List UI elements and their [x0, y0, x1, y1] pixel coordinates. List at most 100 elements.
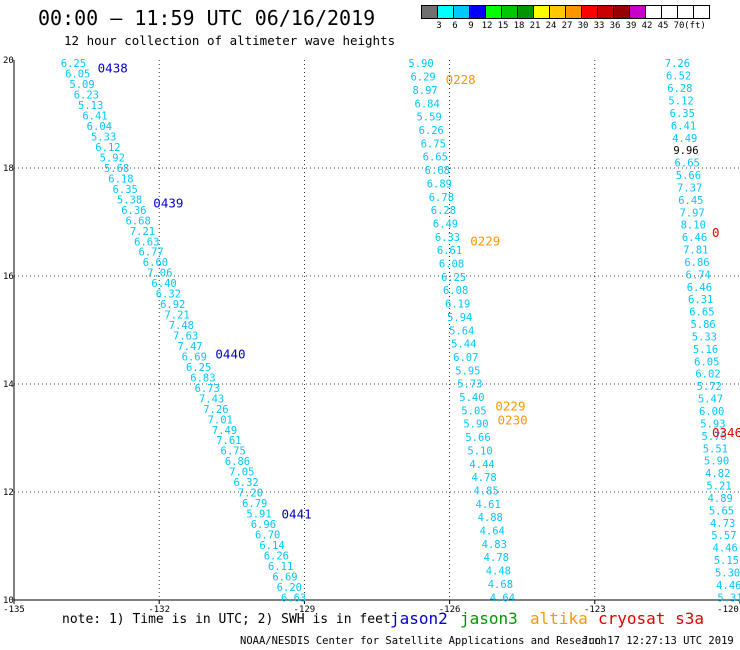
- wave-height-label: 5.13: [78, 100, 103, 112]
- wave-height-label: 5.47: [698, 394, 723, 406]
- wave-height-label: 6.33: [435, 232, 460, 244]
- wave-height-label: 5.90: [408, 58, 433, 70]
- color-scale-label: 45: [657, 21, 669, 31]
- color-scale-label: 6: [452, 21, 458, 31]
- wave-height-label: 5.93: [700, 418, 725, 430]
- wave-height-label: 6.96: [251, 519, 276, 531]
- wave-height-label: 6.41: [82, 111, 107, 123]
- wave-height-label: 6.63: [281, 592, 306, 604]
- wave-height-label: 6.35: [670, 108, 695, 120]
- wave-height-label: 7.49: [212, 425, 237, 437]
- wave-height-label: 5.30: [715, 567, 740, 579]
- wave-height-label: 6.84: [415, 98, 440, 110]
- wave-height-label: 6.18: [108, 173, 133, 185]
- color-scale-label: 27: [561, 21, 573, 31]
- wave-height-label: 5.05: [461, 405, 486, 417]
- wave-height-label: 7.06: [147, 268, 172, 280]
- wave-height-label: 5.90: [704, 456, 729, 468]
- wave-height-label: 4.68: [488, 579, 513, 591]
- wave-height-label: 6.70: [255, 529, 280, 541]
- pass-time-label: 0439: [153, 196, 183, 211]
- wave-height-label: 4.61: [476, 499, 501, 511]
- wave-height-label: 7.20: [238, 488, 263, 500]
- wave-height-label: 7.05: [229, 467, 254, 479]
- wave-height-label: 5.10: [467, 445, 492, 457]
- wave-height-label: 6.08: [439, 259, 464, 271]
- wave-height-label: 4.64: [480, 526, 505, 538]
- wave-height-label: 6.35: [113, 184, 138, 196]
- wave-height-label: 4.78: [484, 552, 509, 564]
- wave-height-label: 7.37: [677, 182, 702, 194]
- longitude-label: -120: [717, 605, 739, 615]
- wave-height-label: 6.02: [695, 369, 720, 381]
- wave-height-label: 4.82: [705, 468, 730, 480]
- color-scale-label: 33: [593, 21, 605, 31]
- wave-height-label: 6.23: [74, 90, 99, 102]
- wave-height-label: 4.85: [474, 485, 499, 497]
- latitude-label: 20: [3, 56, 14, 66]
- wave-height-label: 6.29: [410, 72, 435, 84]
- color-scale-label: 9: [468, 21, 474, 31]
- wave-height-label: 4.78: [471, 472, 496, 484]
- wave-height-label: 6.69: [272, 571, 297, 583]
- longitude-label: -132: [148, 605, 170, 615]
- wave-height-label: 4.73: [710, 518, 735, 530]
- color-swatch: [693, 5, 710, 19]
- footnote: note: 1) Time is in UTC; 2) SWH is in fe…: [62, 612, 391, 627]
- wave-height-label: 7.61: [216, 435, 241, 447]
- latitude-label: 12: [3, 488, 14, 498]
- wave-height-label: 6.89: [427, 178, 452, 190]
- wave-height-label: 6.05: [65, 69, 90, 81]
- wave-height-label: 7.21: [164, 310, 189, 322]
- wave-height-label: 5.15: [714, 555, 739, 567]
- wave-height-label: 6.61: [437, 245, 462, 257]
- legend-item: altika: [530, 609, 588, 628]
- wave-height-label: 6.41: [671, 120, 696, 132]
- wave-height-label: 8.97: [412, 85, 437, 97]
- page-subtitle: 12 hour collection of altimeter wave hei…: [64, 33, 396, 48]
- wave-height-label: 5.86: [690, 319, 715, 331]
- wave-height-label: 4.49: [672, 133, 697, 145]
- wave-height-label: 7.01: [208, 414, 233, 426]
- wave-height-label: 5.78: [701, 431, 726, 443]
- wave-height-label: 5.73: [457, 379, 482, 391]
- wave-height-label: 5.21: [706, 481, 731, 493]
- wave-height-label: 9.96: [673, 145, 698, 157]
- wave-height-label: 5.59: [417, 112, 442, 124]
- wave-height-label: 6.26: [264, 550, 289, 562]
- wave-height-label: 7.21: [130, 226, 155, 238]
- wave-height-label: 6.36: [121, 205, 146, 217]
- color-scale-label: 39: [625, 21, 637, 31]
- color-scale-label: 42: [641, 21, 653, 31]
- wave-height-label: 6.49: [433, 218, 458, 230]
- wave-height-label: 5.16: [693, 344, 718, 356]
- pass-time-label: 0440: [215, 346, 245, 361]
- wave-height-label: 6.74: [686, 269, 711, 281]
- wave-height-label: 5.38: [117, 194, 142, 206]
- wave-height-label: 6.08: [443, 285, 468, 297]
- color-scale: [421, 5, 710, 19]
- wave-height-label: 6.52: [666, 71, 691, 83]
- wave-height-label: 6.65: [675, 158, 700, 170]
- color-scale-label: 12: [481, 21, 493, 31]
- wave-height-label: 5.51: [703, 443, 728, 455]
- color-scale-label: 70: [673, 21, 685, 31]
- wave-height-label: 6.25: [441, 272, 466, 284]
- wave-height-label: 5.68: [104, 163, 129, 175]
- wave-height-label: 6.26: [419, 125, 444, 137]
- wave-height-label: 6.20: [277, 582, 302, 594]
- wave-height-label: 5.72: [697, 381, 722, 393]
- latitude-label: 18: [3, 164, 14, 174]
- wave-height-label: 6.32: [233, 477, 258, 489]
- latitude-label: 14: [3, 380, 14, 390]
- wave-height-label: 5.31: [717, 592, 740, 604]
- longitude-label: -123: [584, 605, 606, 615]
- wave-height-label: 4.89: [708, 493, 733, 505]
- wave-height-label: 4.83: [482, 539, 507, 551]
- color-scale-label: 36: [609, 21, 621, 31]
- color-scale-label: 15: [497, 21, 509, 31]
- wave-height-label: 5.64: [449, 325, 474, 337]
- wave-height-label: 5.91: [246, 509, 271, 521]
- legend-item: jason2: [390, 609, 448, 628]
- credit-line: NOAA/NESDIS Center for Satellite Applica…: [240, 635, 607, 647]
